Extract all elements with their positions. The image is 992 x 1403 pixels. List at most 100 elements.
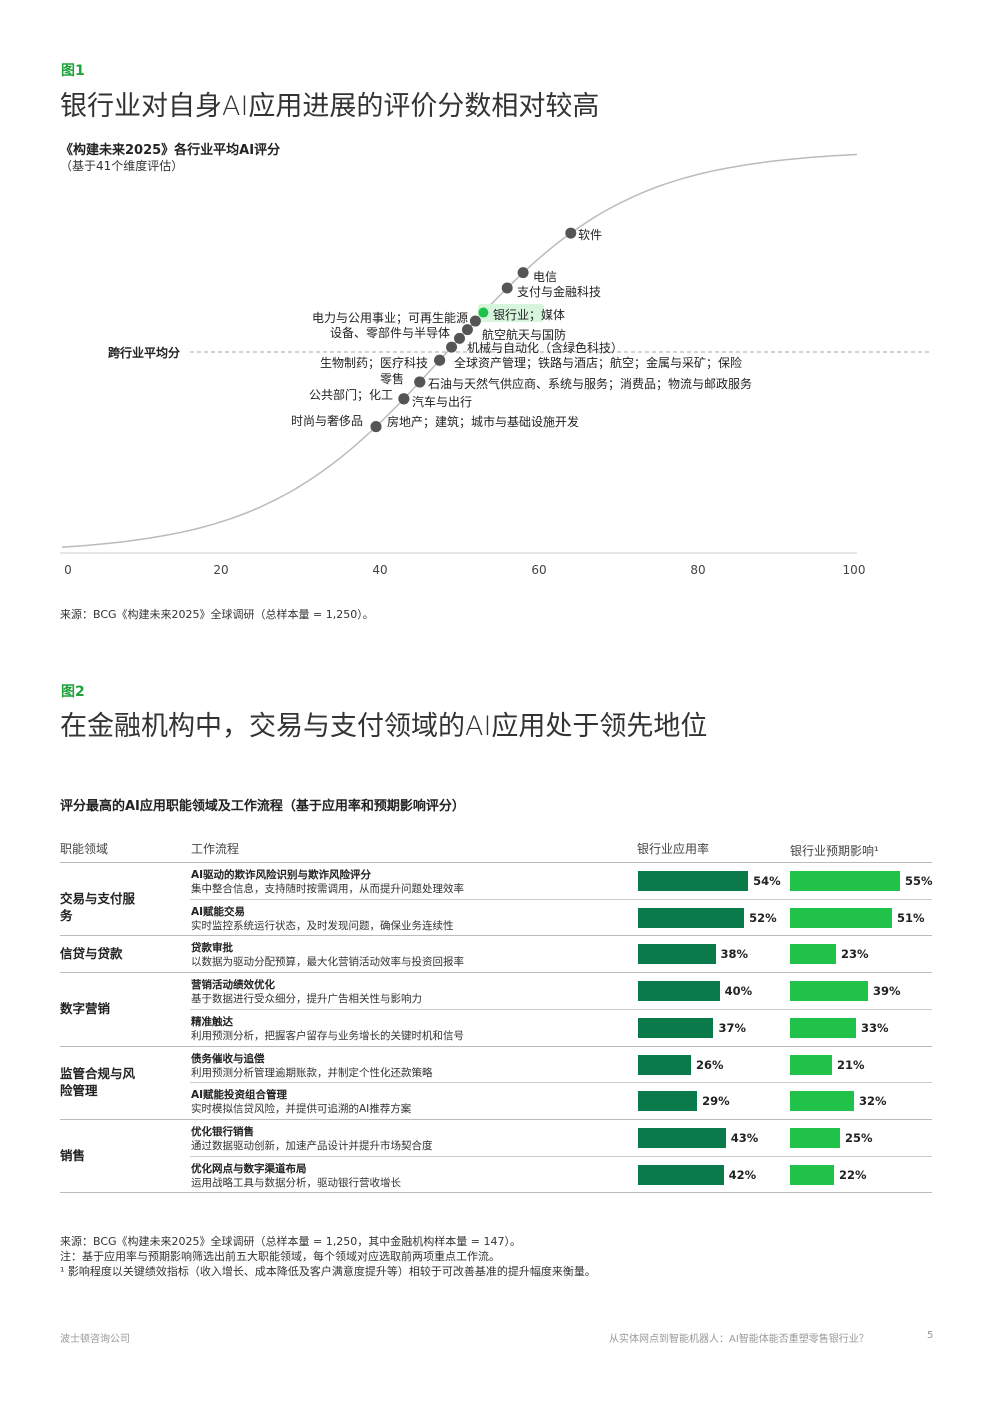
table-divider (60, 1045, 932, 1047)
workflow-description: 实时监控系统运行状态，及时发现问题，确保业务连续性 (191, 919, 454, 932)
industry-point (370, 421, 382, 433)
point-label: 电信 (533, 270, 558, 284)
impact-value: 21% (837, 1057, 865, 1072)
industry-point (454, 332, 465, 344)
s-curve-chart: 0 20 40 60 80 100 (60, 153, 932, 577)
adoption-value: 42% (728, 1167, 757, 1182)
adoption-bar (638, 1054, 692, 1075)
adoption-bar (638, 1127, 726, 1148)
x-tick-label: 40 (372, 563, 387, 577)
workflow-title: 债务催收与追偿 (191, 1052, 265, 1065)
industry-point (469, 315, 481, 327)
industry-point (398, 393, 410, 405)
workflow-description: 实时模拟信贷风险，并提供可追溯的AI推荐方案 (191, 1103, 412, 1116)
adoption-bar (638, 871, 749, 891)
figure-1-title: 银行业对自身AI应用进展的评价分数相对较高 (60, 91, 600, 122)
impact-value: 32% (859, 1094, 887, 1109)
point-label: 时尚与奢侈品 (290, 414, 363, 428)
banking-point (478, 307, 489, 318)
adoption-value: 52% (749, 910, 777, 925)
impact-bar (790, 981, 868, 1002)
x-tick-label: 60 (531, 563, 546, 577)
figure-2-label: 图2 (61, 684, 85, 700)
adoption-value: 38% (720, 947, 749, 962)
function-area: 销售 (60, 1147, 86, 1163)
industry-point (501, 282, 513, 294)
adoption-value: 37% (718, 1020, 746, 1035)
point-label: 机械与自动化（含绿色科技） (467, 341, 624, 355)
adoption-value: 26% (696, 1057, 724, 1072)
adoption-value: 29% (702, 1094, 730, 1109)
point-label: 电力与公用事业；可再生能源 (311, 311, 468, 325)
function-area: 信贷与贷款 (60, 945, 123, 961)
adoption-value: 40% (724, 984, 753, 999)
industry-point (517, 267, 529, 279)
adoption-bar (638, 1164, 724, 1185)
average-line-label: 跨行业平均分 (108, 346, 181, 360)
workflow-description: 利用预测分析，把握客户留存与业务增长的关键时机和信号 (191, 1029, 464, 1042)
adoption-bar (638, 1017, 714, 1038)
industry-point (565, 227, 577, 239)
impact-value: 25% (845, 1130, 873, 1145)
figure-2-footnote: ¹ 影响程度以关键绩效指标（收入增长、成本降低及客户满意度提升等）相较于可改善基… (60, 1265, 596, 1278)
header-function: 职能领域 (60, 842, 109, 856)
row-divider (190, 898, 932, 900)
figure-2-source: 来源：BCG《构建未来2025》全球调研（总样本量 = 1,250，其中金融机构… (60, 1235, 521, 1248)
impact-value: 23% (841, 947, 869, 962)
figure-1-source: 来源：BCG《构建未来2025》全球调研（总样本量 = 1,250）。 (60, 608, 374, 621)
point-label: 房地产；建筑；城市与基础设施开发 (387, 415, 580, 429)
impact-value: 55% (905, 874, 933, 888)
figure-2-note: 注：基于应用率与预期影响筛选出前五大职能领域，每个领域对应选取前两项重点工作流。 (60, 1250, 500, 1263)
impact-bar (790, 1164, 834, 1185)
point-label: 银行业；媒体 (493, 308, 566, 322)
x-tick-label: 20 (213, 563, 228, 577)
table-title: 评分最高的AI应用职能领域及工作流程（基于应用率和预期影响评分） (60, 799, 465, 814)
figure-1-label: 图1 (61, 63, 85, 79)
impact-bar (790, 871, 900, 891)
x-tick-label: 0 (64, 563, 72, 577)
workflow-title: AI驱动的欺诈风险识别与欺诈风险评分 (191, 869, 372, 881)
industry-point (461, 324, 473, 336)
adoption-bar (638, 981, 720, 1002)
workflow-description: 利用预测分析管理逾期账款，并制定个性化还款策略 (191, 1066, 433, 1079)
table-divider (60, 972, 932, 974)
point-label: 支付与金融科技 (517, 285, 602, 299)
table-divider (60, 1118, 932, 1120)
impact-bar (790, 1127, 840, 1148)
impact-value: 33% (861, 1020, 889, 1035)
x-tick-label: 100 (843, 563, 866, 577)
figure-2-title: 在金融机构中，交易与支付领域的AI应用处于领先地位 (60, 711, 708, 742)
workflow-title: 贷款审批 (191, 942, 233, 955)
point-label: 零售 (379, 372, 404, 386)
industry-point (414, 376, 426, 388)
workflow-description: 通过数据驱动创新，加速产品设计并提升市场契合度 (191, 1139, 433, 1152)
footer-report-title: 从实体网点到智能机器人：AI智能体能否重塑零售银行业？ (609, 1334, 869, 1345)
row-divider (190, 1155, 932, 1157)
adoption-value: 43% (730, 1130, 759, 1145)
point-label: 生物制药；医疗科技 (319, 356, 428, 370)
point-label: 公共部门；化工 (308, 388, 393, 402)
s-curve (61, 153, 858, 548)
row-divider (190, 1008, 932, 1010)
header-adoption: 银行业应用率 (637, 842, 710, 856)
workflow-description: 运用战略工具与数据分析，驱动银行营收增长 (191, 1176, 401, 1189)
point-label: 航空航天与国防 (482, 328, 567, 342)
chart-title: 《构建未来2025》各行业平均AI评分 (60, 143, 281, 158)
table-divider (60, 862, 932, 863)
point-label: 设备、零部件与半导体 (329, 326, 450, 340)
adoption-bar (638, 1091, 698, 1112)
footer-company: 波士顿咨询公司 (60, 1334, 130, 1345)
impact-value: 51% (897, 910, 925, 925)
point-label: 石油与天然气供应商、系统与服务；消费品；物流与邮政服务 (428, 377, 753, 391)
workflow-title: 优化网点与数字渠道布局 (191, 1162, 307, 1175)
row-divider (190, 1082, 932, 1084)
function-area: 监管合规与风险管理 (60, 1066, 136, 1099)
impact-bar (790, 1017, 856, 1038)
impact-bar (790, 1054, 832, 1075)
header-workflow: 工作流程 (191, 842, 240, 856)
impact-bar (790, 907, 892, 928)
impact-value: 39% (873, 984, 901, 999)
x-tick-label: 80 (690, 563, 705, 577)
workflow-title: 精准触达 (191, 1015, 233, 1028)
chart-subtitle: （基于41个维度评估） (60, 159, 184, 173)
